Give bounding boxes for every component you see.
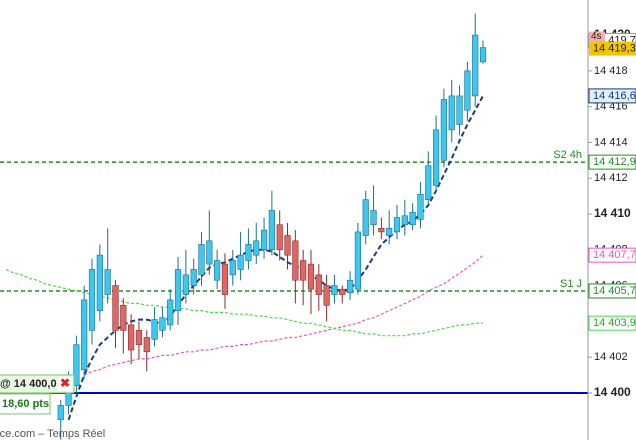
last-value: 14 419,3 [593,43,636,55]
candle-body [276,224,283,251]
candle-body [135,330,143,345]
indicator-value: 14 407,7 [593,249,636,261]
candle-body [346,279,354,294]
candle-body [425,165,432,200]
level-value: 14 412,9 [593,156,636,168]
candle-body [401,215,408,226]
y-tick-label: 14 416 [594,101,628,113]
order-label: @ 14 400,0 [0,378,57,390]
level-box [588,283,636,299]
indicator-value: 14 403,9 [593,317,636,329]
candle-body [284,235,291,256]
candle-body [120,304,127,331]
candle-body [182,274,189,295]
candle-body [167,299,174,326]
last-box [589,41,636,56]
candle-body [479,47,487,63]
candle-body [151,319,158,340]
candle-body [362,199,369,236]
candle-body [214,260,221,281]
candle-body [323,285,330,306]
level-value: 14 405,7 [593,285,636,297]
indicator-line [67,95,484,421]
points-label: 18,60 pts [2,398,49,410]
candle-body [206,240,213,265]
level-label: S1 J [560,278,582,290]
indicator-box [588,247,636,263]
timer: 4s [591,31,602,42]
candle-body [331,285,338,295]
candle-body [260,229,268,251]
candle-body [253,240,260,256]
candle-body [237,254,244,270]
candle-body [112,285,119,331]
candle-body [174,269,182,311]
candle-body [354,231,362,290]
y-tick-label: 14 400 [594,385,631,399]
candle-body [57,405,64,421]
price-axis [588,0,636,440]
y-tick-label: 14 402 [594,351,628,363]
y-tick-label: 14 410 [594,206,631,220]
candle-body [128,324,135,351]
candle-body [339,288,346,295]
close-button[interactable] [58,376,72,391]
candle-body [432,129,440,186]
y-tick-label: 14 414 [594,136,628,148]
indicator-value: 14 416,6 [593,90,636,102]
candle-body [190,269,197,286]
candle-body [472,34,479,97]
level-box [588,154,636,170]
candle-body [81,299,88,370]
candle-body [386,228,393,236]
candle-body [440,99,448,161]
indicator-line [5,268,483,337]
order-box [0,374,75,394]
candle-body [393,217,401,233]
candle-body [315,274,322,295]
level-label: S2 4h [553,149,582,161]
candle-body [448,95,455,131]
candle-body [370,210,377,226]
y-tick-label: 14 412 [594,172,628,184]
candle-body [307,263,315,290]
candle-body [229,260,236,276]
candle-body [268,210,275,251]
candle-body [143,337,150,353]
timer-box [589,31,605,42]
candle-body [96,254,103,311]
candle-body [456,95,463,125]
candle-body [88,269,96,331]
plot-area: S2 4h S1 J @ 14 400,0 ✖ 18,60 pts [0,13,588,440]
candle-body [104,269,111,295]
candle-body [409,211,416,226]
candle-body [221,263,229,295]
indicator-box [588,315,636,331]
indicator-box [588,88,636,104]
candle-body [245,244,252,261]
candle-body [300,260,307,281]
candle-body [292,240,299,281]
points-box [0,393,51,415]
candle-body [159,317,166,331]
watermark: rce.com – Temps Réel [0,428,105,440]
candle-body [464,70,471,111]
price-boxes: 14 412,9 14 405,7 14 416,6 14 407,7 14 403,9… [588,31,636,331]
candle-body [198,244,205,276]
candle-body [378,228,385,233]
candle-body [417,194,424,220]
close-icon: ✖ [60,376,70,390]
y-tick-label: 14 418 [594,65,628,77]
candle-body [73,344,80,387]
